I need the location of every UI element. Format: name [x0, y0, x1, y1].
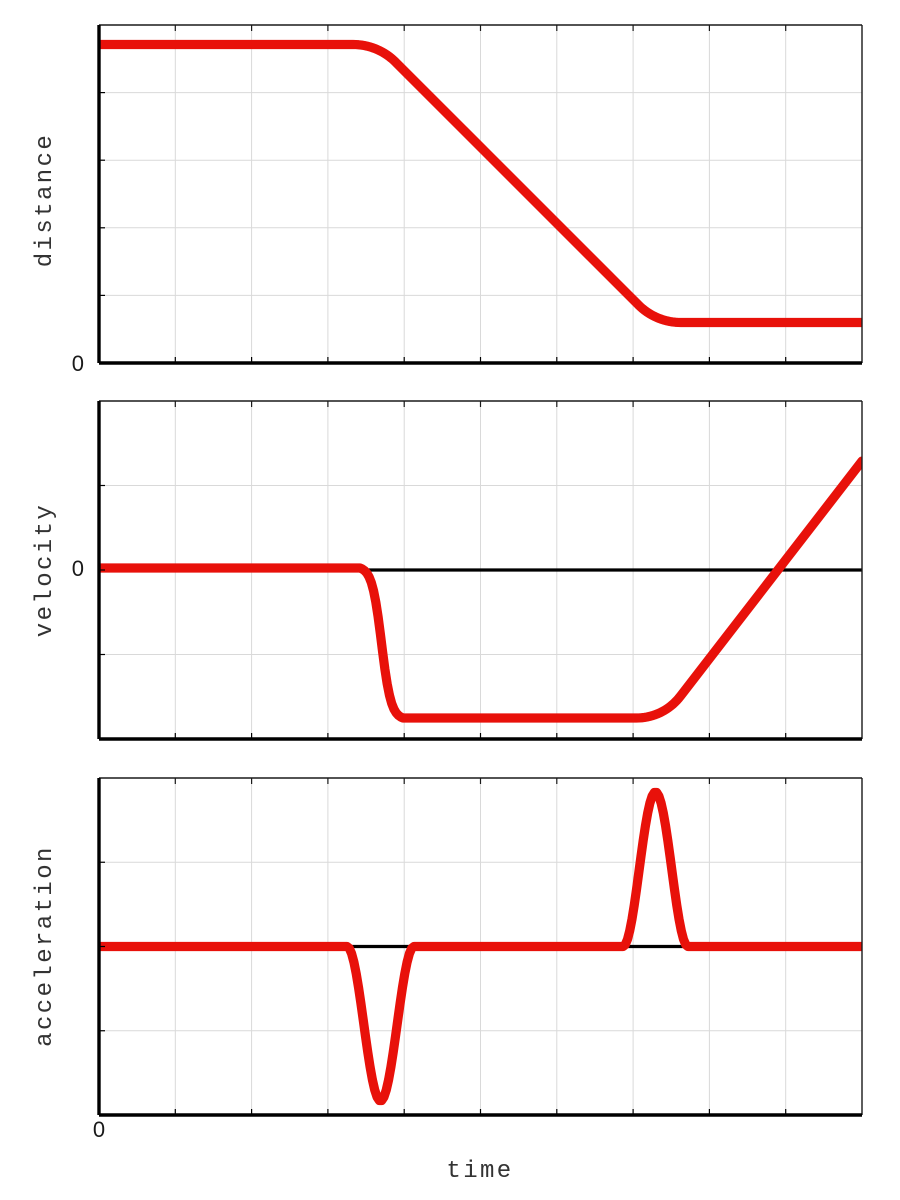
svg-text:distance: distance: [32, 133, 59, 267]
svg-text:time: time: [446, 1158, 513, 1185]
svg-text:0: 0: [93, 1117, 105, 1142]
svg-text:0: 0: [72, 351, 84, 376]
svg-text:0: 0: [72, 556, 84, 581]
svg-text:velocity: velocity: [32, 503, 59, 637]
svg-text:acceleration: acceleration: [32, 845, 59, 1047]
